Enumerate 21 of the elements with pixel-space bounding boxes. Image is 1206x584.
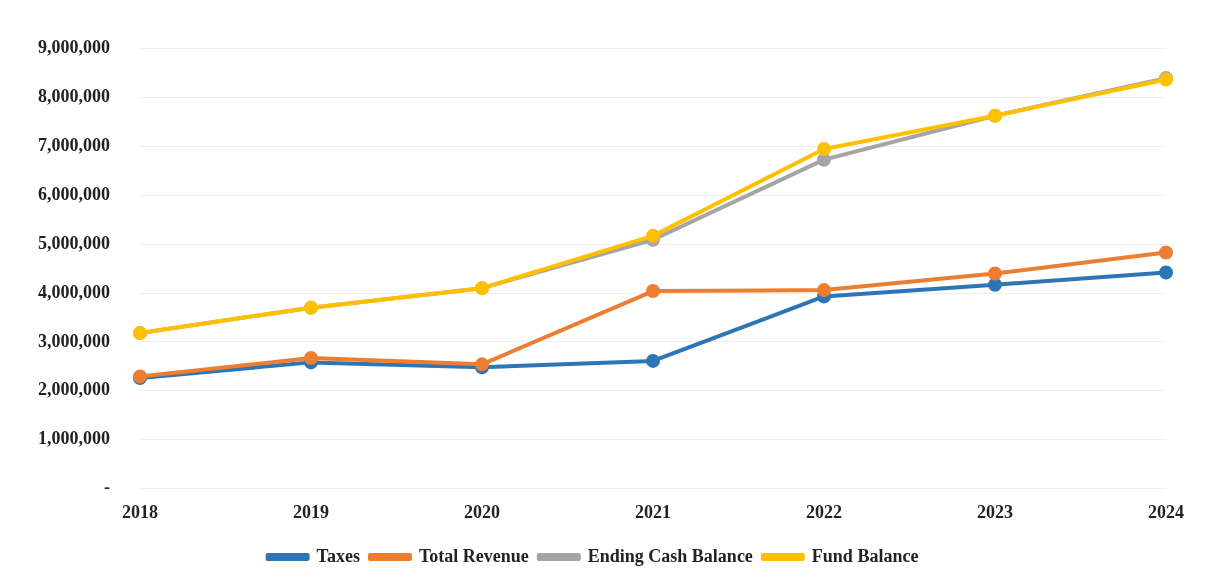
x-tick-label: 2020 — [464, 501, 500, 522]
x-tick-label: 2018 — [122, 501, 158, 522]
x-tick-label: 2021 — [635, 501, 671, 522]
legend-label: Total Revenue — [418, 545, 529, 566]
x-tick-label: 2022 — [806, 501, 842, 522]
y-tick-label: - — [104, 477, 110, 498]
legend-label: Taxes — [316, 545, 360, 566]
legend-label: Fund Balance — [811, 545, 919, 566]
y-tick-label: 5,000,000 — [38, 232, 110, 253]
y-tick-label: 9,000,000 — [38, 37, 110, 58]
y-tick-label: 2,000,000 — [38, 379, 110, 400]
y-tick-label: 4,000,000 — [38, 281, 110, 302]
y-tick-label: 3,000,000 — [38, 330, 110, 351]
x-tick-label: 2019 — [293, 501, 329, 522]
x-tick-label: 2023 — [977, 501, 1013, 522]
x-tick-label: 2024 — [1148, 501, 1184, 522]
y-tick-label: 6,000,000 — [38, 183, 110, 204]
legend-label: Ending Cash Balance — [587, 545, 753, 566]
y-tick-label: 7,000,000 — [38, 135, 110, 156]
y-tick-label: 8,000,000 — [38, 86, 110, 107]
y-tick-label: 1,000,000 — [38, 428, 110, 449]
